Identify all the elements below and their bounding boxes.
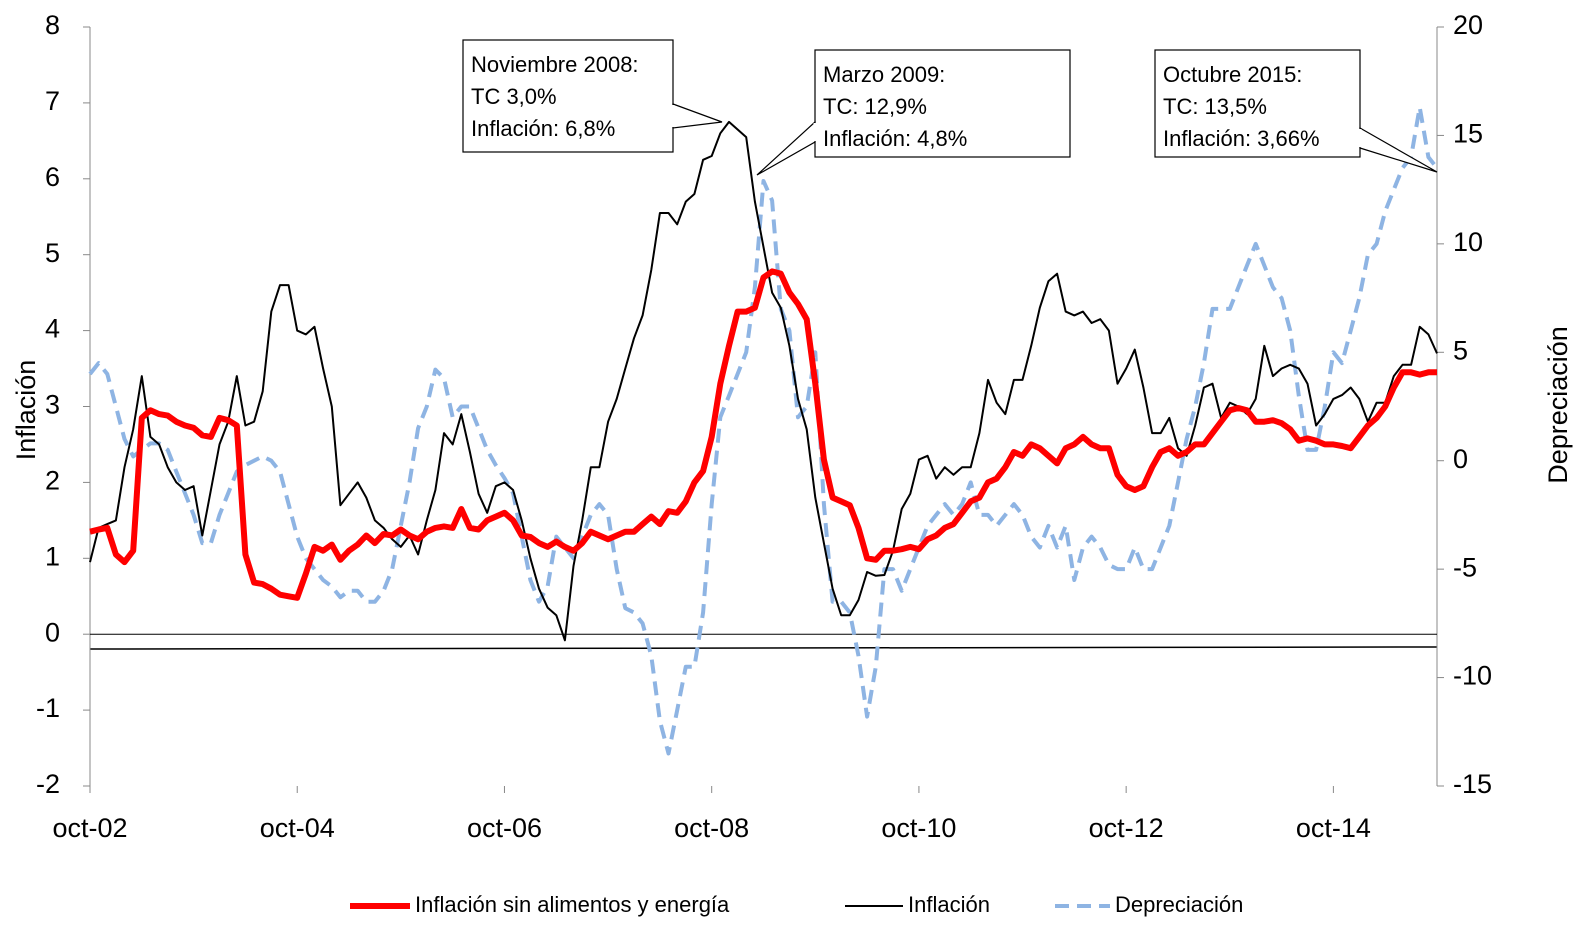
- y-tick-label: 7: [45, 86, 60, 116]
- x-tick-label: oct-10: [881, 813, 956, 843]
- y2-tick-label: -10: [1453, 661, 1492, 691]
- y2-tick-label: 15: [1453, 119, 1483, 149]
- legend-label: Inflación sin alimentos y energía: [415, 892, 730, 917]
- callout-text: TC 3,0%: [471, 84, 557, 109]
- y-tick-label: 8: [45, 10, 60, 40]
- y-tick-label: 6: [45, 162, 60, 192]
- callout: Noviembre 2008: TC 3,0% Inflación: 6,8%: [462, 39, 723, 153]
- x-tick-label: oct-14: [1296, 813, 1371, 843]
- y-tick-label: 2: [45, 466, 60, 496]
- y2-tick-label: -15: [1453, 769, 1492, 799]
- callout-text: Inflación: 4,8%: [823, 126, 967, 151]
- series-line: [88, 105, 1439, 756]
- x-tick-label: oct-02: [52, 813, 127, 843]
- y-tick-label: 0: [45, 617, 60, 647]
- x-tick-label: oct-06: [467, 813, 542, 843]
- y-tick-label: 4: [45, 314, 60, 344]
- callout-text: Marzo 2009:: [823, 62, 945, 87]
- callout: Octubre 2015: TC: 13,5% Inflación: 3,66%: [1154, 49, 1438, 173]
- x-tick-label: oct-04: [260, 813, 335, 843]
- y2-tick-label: 10: [1453, 227, 1483, 257]
- baseline: [89, 646, 1438, 650]
- legend-label: Depreciación: [1115, 892, 1243, 917]
- x-tick-label: oct-08: [674, 813, 749, 843]
- y2-tick-label: 5: [1453, 335, 1468, 365]
- y-axis-label: Inflación: [11, 360, 41, 461]
- y-tick-label: 3: [45, 390, 60, 420]
- callout-text: TC: 13,5%: [1163, 94, 1267, 119]
- callout-text: Noviembre 2008:: [471, 52, 639, 77]
- callout: Marzo 2009: TC: 12,9% Inflación: 4,8%: [756, 49, 1071, 176]
- legend-label: Inflación: [908, 892, 990, 917]
- callout-pointer: [756, 120, 816, 176]
- y-tick-label: 1: [45, 541, 60, 571]
- callout-text: Inflación: 3,66%: [1163, 126, 1320, 151]
- callout-pointer: [672, 103, 723, 129]
- y2-tick-label: 20: [1453, 10, 1483, 40]
- y2-tick-label: -5: [1453, 552, 1477, 582]
- callout-text: Inflación: 6,8%: [471, 116, 615, 141]
- callout-text: TC: 12,9%: [823, 94, 927, 119]
- x-tick-label: oct-12: [1089, 813, 1164, 843]
- y2-tick-label: 0: [1453, 444, 1468, 474]
- series-line: [89, 268, 1437, 601]
- y-tick-label: -2: [36, 769, 60, 799]
- callout-box: [462, 39, 674, 153]
- callout-text: Octubre 2015:: [1163, 62, 1302, 87]
- y2-axis-label: Depreciación: [1543, 326, 1573, 484]
- series-line: [89, 120, 1438, 642]
- y-tick-label: 5: [45, 238, 60, 268]
- callout-box: [814, 49, 1071, 158]
- callout-box: [1154, 49, 1361, 158]
- y-tick-label: -1: [36, 693, 60, 723]
